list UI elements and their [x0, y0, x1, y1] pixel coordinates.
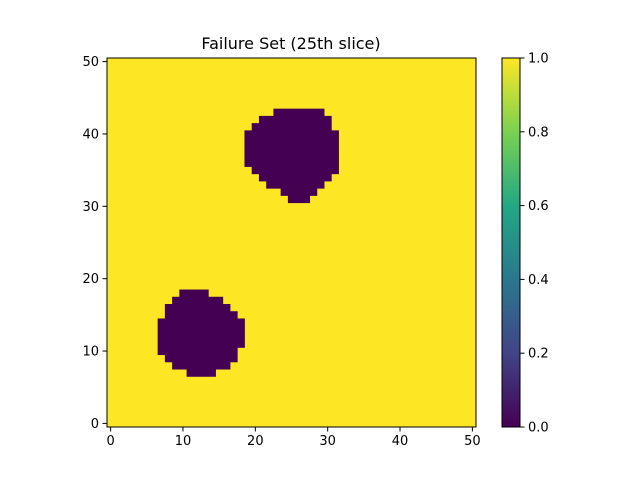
y-tick-label: 30	[82, 200, 99, 215]
heatmap-cell-run	[164, 304, 231, 312]
failure-region-2	[244, 108, 339, 204]
y-axis: 0 10 20 30 40 50	[82, 55, 107, 432]
heatmap-cell-run	[287, 195, 310, 204]
heatmap-cell-run	[164, 311, 238, 319]
heatmap-cell-run	[157, 318, 245, 327]
heatmap-cell-run	[157, 340, 245, 348]
heatmap-cell-run	[164, 354, 238, 363]
x-tick-label: 30	[319, 434, 336, 449]
heatmap-cell-run	[258, 173, 332, 182]
heatmap-cell-run	[244, 159, 339, 167]
heatmap-cell-run	[157, 325, 245, 334]
heatmap-cell-run	[172, 296, 224, 305]
colorbar-frame	[501, 57, 521, 428]
heatmap-cell-run	[244, 152, 339, 160]
heatmap-cell-run	[273, 108, 325, 117]
colorbar-tick-label: 0.2	[528, 347, 549, 362]
y-tick-label: 40	[82, 127, 99, 142]
colorbar-tick-label: 0.8	[528, 125, 549, 140]
colorbar-tick-label: 1.0	[528, 52, 549, 67]
heatmap-cell-run	[251, 166, 339, 175]
heatmap-cell-run	[266, 181, 325, 189]
heatmap-cell-run	[157, 347, 238, 356]
colorbar-gradient	[502, 58, 520, 427]
y-tick-label: 0	[91, 417, 99, 432]
heatmap-cell-run	[251, 123, 332, 131]
colorbar-ticks: 0.0 0.2 0.4 0.6 0.8 1.0	[520, 52, 549, 436]
x-tick-label: 40	[392, 434, 409, 449]
plot-area	[107, 58, 476, 427]
colorbar-tick-label: 0.0	[528, 421, 549, 436]
heatmap-cell-run	[244, 137, 339, 146]
x-axis: 0 10 20 30 40 50	[106, 427, 481, 449]
heatmap-cell-run	[172, 361, 231, 370]
y-tick-label: 20	[82, 272, 99, 287]
plot-frame	[106, 57, 477, 428]
x-tick-label: 0	[106, 434, 114, 449]
heatmap-cell-run	[186, 369, 216, 377]
failure-region-1	[157, 289, 245, 377]
x-tick-label: 20	[247, 434, 264, 449]
colorbar-tick-label: 0.6	[528, 199, 549, 214]
heatmap-cell-run	[157, 332, 245, 341]
chart-title: Failure Set (25th slice)	[201, 34, 380, 53]
heatmap-cell-run	[280, 188, 318, 196]
y-tick-label: 50	[82, 55, 99, 70]
heatmap-cell-run	[179, 289, 209, 298]
colorbar-tick-label: 0.4	[528, 273, 549, 288]
heatmap-cell-run	[244, 144, 339, 153]
heatmap-cell-run	[258, 115, 332, 124]
colorbar: 0.0 0.2 0.4 0.6 0.8 1.0	[501, 52, 549, 436]
x-tick-label: 10	[175, 434, 192, 449]
heatmap-cell-run	[244, 130, 339, 138]
y-tick-label: 10	[82, 345, 99, 360]
x-tick-label: 50	[464, 434, 481, 449]
